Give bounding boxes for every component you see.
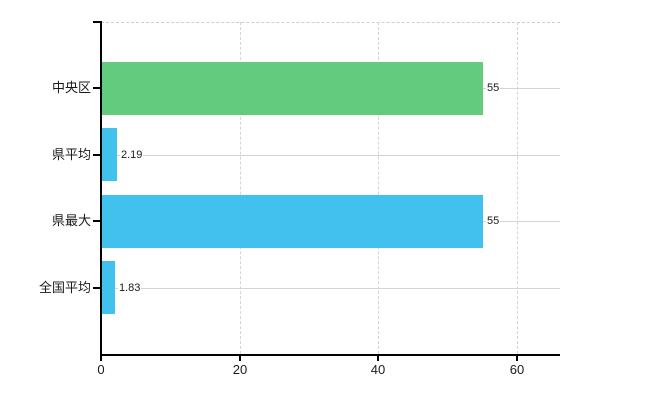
x-tick	[100, 356, 102, 361]
bar-1	[102, 62, 483, 115]
x-gridline	[378, 22, 380, 354]
y-axis-top-tick	[93, 21, 100, 23]
x-tick-label: 60	[509, 362, 525, 377]
category-tick	[93, 220, 100, 222]
bar-value-label: 55	[486, 81, 501, 95]
category-label: 県最大	[51, 213, 91, 228]
bar-2	[102, 128, 117, 181]
x-axis	[100, 354, 560, 356]
category-tick	[93, 154, 100, 156]
x-tick	[239, 356, 241, 361]
category-tick	[93, 87, 100, 89]
x-tick-label: 0	[97, 362, 105, 377]
x-tick	[377, 356, 379, 361]
bar-value-label: 2.19	[120, 148, 144, 162]
category-tick	[93, 287, 100, 289]
x-tick-label: 20	[232, 362, 248, 377]
x-gridline	[239, 22, 241, 354]
x-tick	[516, 356, 518, 361]
bar-4	[102, 261, 115, 314]
category-label: 中央区	[51, 80, 91, 95]
category-gridline	[101, 155, 560, 156]
bar-value-label: 1.83	[118, 281, 142, 295]
x-tick-label: 40	[370, 362, 386, 377]
plot-top-gridline	[101, 22, 560, 23]
category-gridline	[101, 288, 560, 289]
category-label: 県平均	[51, 147, 91, 162]
y-axis	[100, 21, 102, 355]
category-label: 全国平均	[38, 280, 91, 295]
x-gridline	[517, 22, 518, 354]
bar-value-label: 55	[486, 214, 501, 228]
bar-3	[102, 195, 483, 248]
